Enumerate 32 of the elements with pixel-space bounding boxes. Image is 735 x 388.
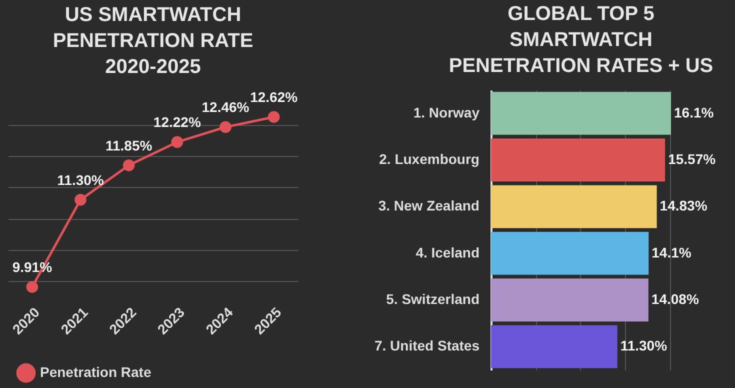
data-label: 12.62% (250, 89, 298, 105)
point (171, 136, 184, 148)
y-tick-label: 2. Luxembourg (379, 151, 480, 167)
point (268, 111, 280, 123)
data-label: 11.30% (57, 172, 104, 188)
data-label: 12.22% (153, 114, 202, 130)
y-tick-label: 4. Iceland (416, 244, 480, 260)
y-tick-label: 1. Norway (413, 104, 480, 120)
data-label: 16.1% (674, 104, 714, 120)
point (26, 281, 38, 293)
point (220, 121, 232, 133)
bar (491, 92, 671, 135)
chart-title: GLOBAL TOP 5 SMARTWATCH PENETRATION RATES + US (448, 3, 714, 77)
bar (491, 232, 649, 275)
data-label: 14.1% (652, 244, 692, 260)
bar (491, 138, 666, 182)
y-tick-label: 3. New Zealand (378, 198, 480, 214)
data-label: 11.30% (620, 338, 668, 354)
point (74, 194, 86, 206)
bar (491, 185, 657, 228)
legend-label: Penetration Rate (40, 364, 152, 380)
y-tick-label: 5. Switzerland (386, 291, 480, 307)
data-label: 14.08% (651, 291, 700, 307)
bar (491, 278, 648, 322)
bar (491, 325, 618, 368)
data-label: 14.83% (660, 198, 708, 214)
data-label: 15.57% (668, 151, 716, 167)
data-label: 11.85% (105, 137, 153, 154)
y-tick-label: 7. United States (374, 338, 480, 354)
chart-title: US SMARTWATCH PENETRATION RATE 2020-2025 (52, 4, 254, 78)
data-label: 12.46% (202, 99, 250, 116)
point (122, 159, 135, 172)
